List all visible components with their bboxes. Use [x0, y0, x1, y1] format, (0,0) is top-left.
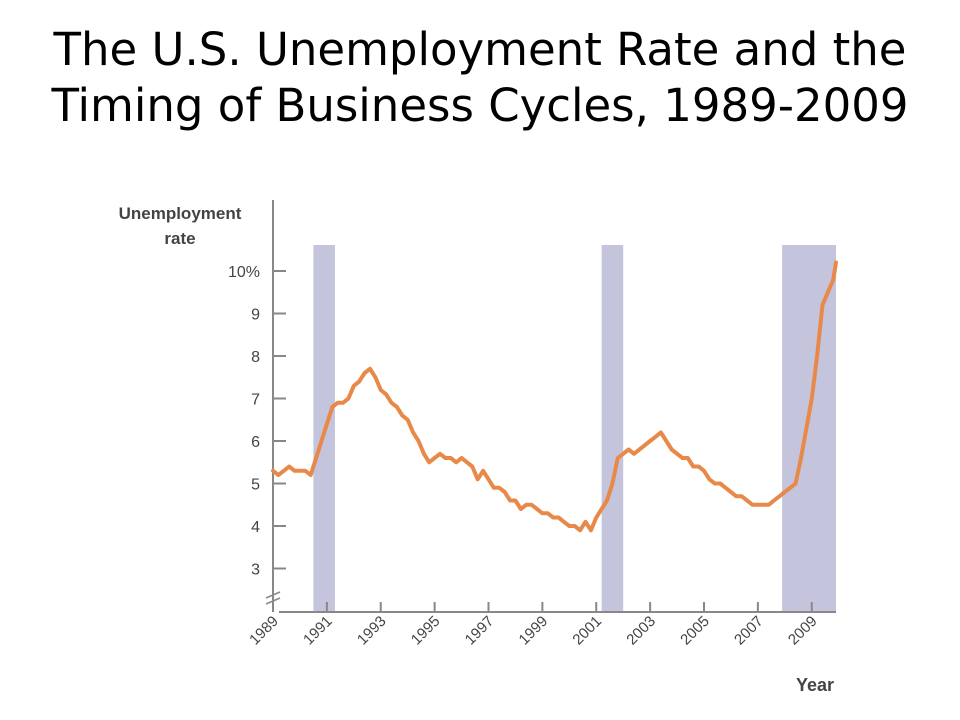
y-tick-label: 10% — [228, 264, 260, 281]
x-tick-label: 1999 — [516, 613, 552, 649]
x-tick-label: 1993 — [354, 613, 390, 649]
x-tick-label: 2003 — [623, 613, 659, 649]
recession-band-2 — [601, 245, 624, 612]
y-axis-title-line2: rate — [164, 229, 195, 248]
x-tick-label: 1997 — [462, 613, 498, 649]
y-tick-label: 8 — [251, 349, 260, 366]
y-axis-title-line1: Unemployment — [119, 204, 242, 223]
y-ticks: 3 4 5 6 7 8 9 10% — [228, 264, 286, 579]
y-tick-label: 7 — [251, 392, 260, 409]
x-tick-label: 2007 — [731, 613, 767, 649]
recession-bands — [313, 245, 836, 612]
y-tick-label: 3 — [251, 562, 260, 579]
y-tick-label: 9 — [251, 307, 260, 324]
y-tick-label: 4 — [251, 519, 260, 536]
x-tick-label: 2005 — [677, 613, 713, 649]
y-tick-label: 5 — [251, 477, 260, 494]
page-title: The U.S. Unemployment Rate and the Timin… — [51, 23, 909, 132]
x-axis-title: Year — [796, 675, 834, 695]
x-tick-label: 2009 — [785, 613, 821, 649]
x-tick-label: 1991 — [300, 613, 336, 649]
unemployment-rate-line — [271, 260, 838, 533]
recession-band-3 — [782, 245, 836, 612]
y-tick-label: 6 — [251, 434, 260, 451]
x-tick-label: 1989 — [246, 613, 282, 649]
x-tick-label: 1995 — [408, 613, 444, 649]
x-tick-label: 2001 — [569, 613, 605, 649]
